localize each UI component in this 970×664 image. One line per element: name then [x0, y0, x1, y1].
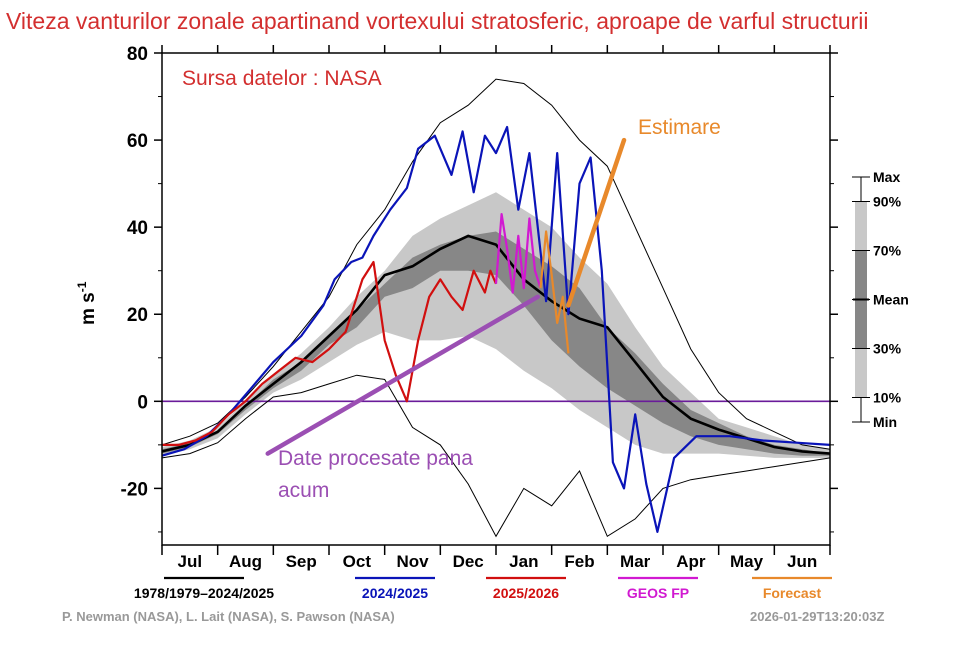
arrow-processed: [265, 294, 540, 456]
series-line-geos-fp: [494, 213, 542, 294]
y-tick-label: 80: [127, 44, 148, 65]
x-tick-label: Dec: [453, 552, 484, 571]
axes: -20 0 20 40 60 80 Jul Aug Sep Oct Nov Dec Jan Feb Mar A…: [121, 44, 838, 571]
x-tick-label: Mar: [620, 552, 651, 571]
x-tick-label: Jan: [509, 552, 538, 571]
pct-legend-label: Min: [873, 414, 897, 430]
chart-title: Viteza vanturilor zonale apartinand vort…: [6, 8, 869, 34]
x-tick-label: Sep: [286, 552, 317, 571]
credits: P. Newman (NASA), L. Lait (NASA), S. Paw…: [62, 609, 395, 624]
mean-line: [161, 234, 831, 455]
percentile-legend: Max 90% 70% Mean 30% 10% Min: [852, 169, 909, 430]
min-line: [161, 374, 831, 538]
pct-legend-label: 10%: [873, 390, 902, 406]
annotation-estimate: Estimare: [638, 116, 721, 139]
x-tick-label: Nov: [396, 552, 429, 571]
max-line: [161, 78, 831, 450]
x-tick-label: Jun: [787, 552, 817, 571]
x-tick-label: Feb: [564, 552, 594, 571]
y-axis-label: m s-1: [75, 281, 99, 325]
arrow-estimate: [566, 137, 627, 308]
y-tick-label: 40: [127, 218, 148, 239]
pct-legend-label: 70%: [873, 243, 902, 259]
pct-legend-label: Max: [873, 169, 900, 185]
y-axis-label-base: m s: [78, 292, 99, 325]
annotation-processed-line1: Date procesate pana: [278, 447, 473, 470]
series-legend-label: 2025/2026: [493, 585, 559, 601]
y-tick-label: -20: [121, 479, 148, 500]
timestamp: 2026-01-29T13:20:03Z: [750, 609, 884, 624]
series-legend-label: 1978/1979–2024/2025: [134, 585, 274, 601]
y-tick-label: 0: [137, 392, 148, 413]
pct-legend-label: Mean: [873, 292, 909, 308]
series-line-2025-2026: [162, 260, 498, 446]
series-legend-label: Forecast: [763, 585, 822, 601]
series-legend: 1978/1979–2024/2025 2024/2025 2025/2026 GEO…: [134, 576, 832, 601]
pct-legend-label: 90%: [873, 194, 902, 210]
pct-legend-label: 30%: [873, 341, 902, 357]
x-tick-label: May: [730, 552, 764, 571]
series-line-forecast: [539, 230, 570, 354]
x-tick-label: Aug: [229, 552, 262, 571]
series-lines: [161, 78, 831, 538]
series-legend-label: GEOS FP: [627, 585, 689, 601]
x-tick-label: Jul: [178, 552, 203, 571]
annotation-processed-line2: acum: [278, 479, 329, 502]
band-30-70: [162, 231, 830, 456]
series-line-2024-2025: [161, 125, 831, 533]
series-legend-label: 2024/2025: [362, 585, 428, 601]
source-label: Sursa datelor : NASA: [182, 67, 382, 90]
y-axis-label-exp: -1: [75, 281, 89, 292]
x-tick-label: Apr: [676, 552, 706, 571]
percentile-bands: [162, 192, 830, 458]
y-tick-label: 20: [127, 305, 148, 326]
annotation-arrows: [265, 137, 627, 456]
y-tick-label: 60: [127, 131, 148, 152]
x-tick-label: Oct: [343, 552, 372, 571]
